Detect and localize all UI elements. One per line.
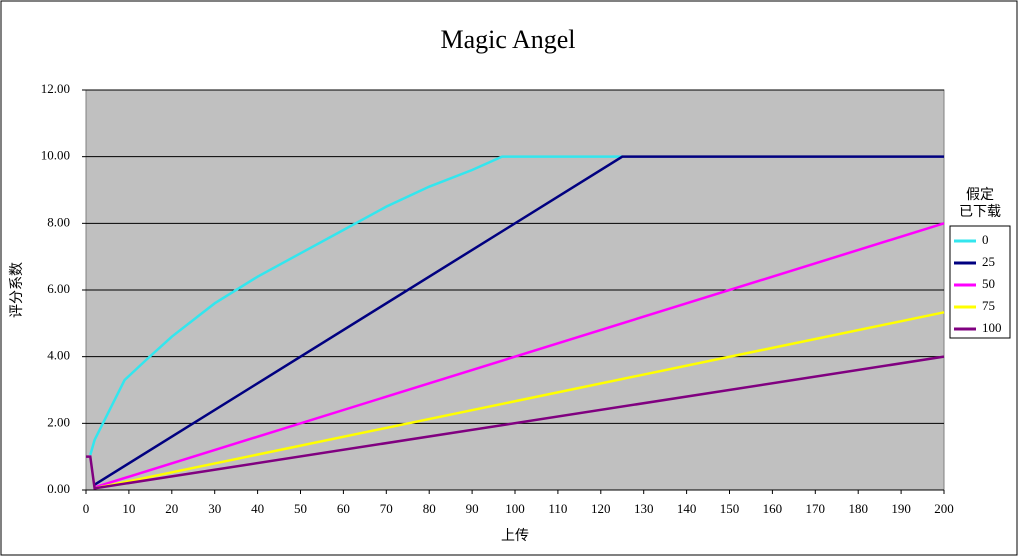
- x-tick-label: 120: [591, 501, 611, 516]
- x-tick-label: 50: [294, 501, 307, 516]
- y-tick-label: 6.00: [47, 281, 70, 296]
- y-tick-label: 12.00: [41, 81, 70, 96]
- series-line: [93, 155, 944, 486]
- x-tick-label: 60: [337, 501, 350, 516]
- legend-box: [949, 225, 1011, 339]
- y-tick-label: 2.00: [47, 414, 70, 429]
- x-tick-label: 110: [548, 501, 567, 516]
- x-tick-label: 160: [763, 501, 783, 516]
- y-tick-label: 0.00: [47, 481, 70, 496]
- x-tick-label: 0: [83, 501, 90, 516]
- y-axis-label: 评分系数: [9, 262, 25, 318]
- legend-label: 100: [982, 320, 1002, 335]
- chart-title: Magic Angel: [440, 25, 575, 54]
- x-tick-label: 40: [251, 501, 264, 516]
- legend-title: 假定: [966, 187, 994, 203]
- legend-label: 75: [982, 298, 995, 313]
- x-tick-label: 30: [208, 501, 221, 516]
- y-tick-label: 8.00: [47, 214, 70, 229]
- y-tick-label: 4.00: [47, 348, 70, 363]
- y-tick-label: 10.00: [41, 148, 70, 163]
- series-line: [89, 155, 623, 456]
- x-tick-label: 150: [720, 501, 740, 516]
- x-tick-label: 100: [505, 501, 525, 516]
- series-line: [86, 355, 945, 490]
- x-tick-label: 20: [165, 501, 178, 516]
- x-tick-label: 130: [634, 501, 654, 516]
- x-tick-label: 170: [806, 501, 826, 516]
- x-tick-label: 200: [934, 501, 954, 516]
- x-tick-label: 10: [122, 501, 135, 516]
- legend-title: 已下载: [959, 204, 1001, 220]
- x-axis-label: 上传: [501, 528, 529, 544]
- x-tick-label: 70: [380, 501, 393, 516]
- x-tick-label: 190: [891, 501, 911, 516]
- legend-label: 25: [982, 254, 995, 269]
- x-tick-label: 80: [423, 501, 436, 516]
- series-line: [94, 311, 945, 490]
- x-tick-label: 140: [677, 501, 697, 516]
- series-line: [94, 222, 945, 489]
- x-tick-label: 90: [466, 501, 479, 516]
- legend-label: 0: [982, 232, 989, 247]
- x-tick-label: 180: [848, 501, 868, 516]
- legend-label: 50: [982, 276, 995, 291]
